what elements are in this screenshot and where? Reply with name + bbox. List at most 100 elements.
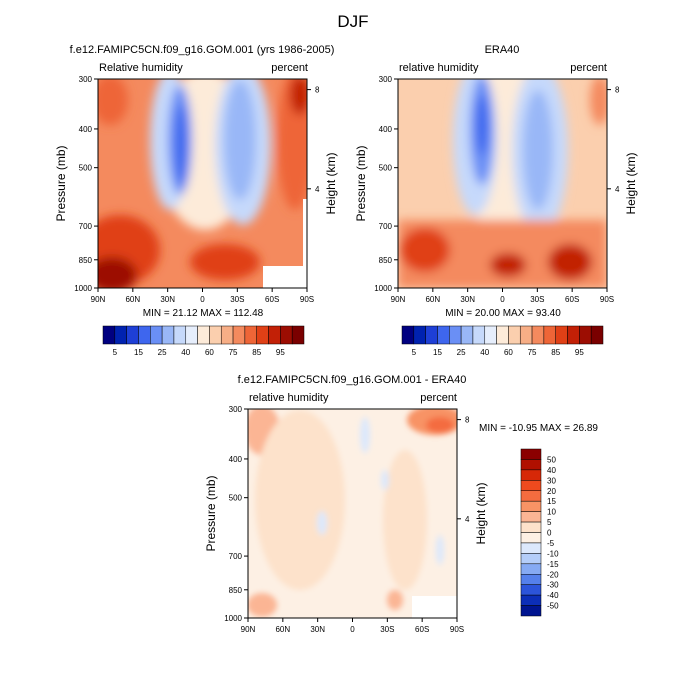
colorbar-swatch bbox=[413, 325, 426, 345]
x-tick-label: 90N bbox=[391, 295, 406, 304]
colorbar-swatch bbox=[173, 325, 187, 345]
x-tick-label: 0 bbox=[350, 625, 355, 634]
y-tick-label: 1000 bbox=[224, 614, 242, 623]
y-tick-label: 850 bbox=[79, 256, 93, 265]
colorbar-label: 0 bbox=[547, 529, 552, 538]
colorbar-swatch bbox=[520, 553, 542, 565]
colorbar-label: 15 bbox=[547, 497, 556, 506]
panel-model: f.e12.FAMIPC5CN.f09_g16.GOM.001 (yrs 198… bbox=[70, 44, 335, 289]
colorbar-label: 95 bbox=[575, 348, 584, 357]
colorbar-swatch bbox=[197, 325, 210, 345]
colorbar-swatch bbox=[590, 325, 604, 345]
colorbar-label: -50 bbox=[547, 602, 559, 611]
colorbar-label: 10 bbox=[547, 508, 556, 517]
panel-era-field bbox=[398, 79, 607, 288]
colorbar-label: 40 bbox=[181, 348, 190, 357]
colorbar-label: 75 bbox=[229, 348, 238, 357]
colorbar-swatch bbox=[209, 325, 222, 345]
panel-diff-stats: MIN = -10.95 MAX = 26.89 bbox=[479, 423, 598, 434]
colorbar-swatch bbox=[531, 325, 545, 345]
panel-diff-axes: 90N 60N 30N 0 30S 60S 90S 300 400 500 700 850 1000 8 4… bbox=[204, 405, 488, 634]
colorbar-swatch bbox=[150, 325, 163, 345]
colorbar-label: 85 bbox=[551, 348, 560, 357]
colorbar-swatch bbox=[220, 325, 234, 345]
colorbar-swatch bbox=[291, 325, 305, 345]
colorbar-swatch bbox=[567, 325, 580, 345]
panel-diff-left-label: relative humidity bbox=[249, 392, 329, 404]
y2-tick-label: 8 bbox=[465, 416, 470, 425]
colorbar-label: 40 bbox=[547, 466, 556, 475]
y-tick-label: 850 bbox=[229, 586, 243, 595]
x-tick-label: 60S bbox=[415, 625, 429, 634]
panel-model-field bbox=[98, 79, 307, 288]
y-tick-label: 300 bbox=[79, 75, 93, 84]
y2-tick-label: 4 bbox=[615, 185, 620, 194]
y-tick-label: 400 bbox=[229, 455, 243, 464]
y-tick-label: 400 bbox=[379, 125, 393, 134]
y-axis-title: Pressure (mb) bbox=[354, 145, 368, 221]
colorbar-rh-era: 5 15 25 40 60 75 85 95 bbox=[401, 325, 604, 357]
colorbar-rh-model: 5 15 25 40 60 75 85 95 bbox=[102, 325, 305, 357]
colorbar-swatch bbox=[437, 325, 450, 345]
colorbar-swatch bbox=[138, 325, 151, 345]
colorbar-label: 20 bbox=[547, 487, 556, 496]
colorbar-swatch bbox=[520, 542, 542, 554]
colorbar-swatch bbox=[449, 325, 462, 345]
x-tick-label: 90N bbox=[91, 295, 106, 304]
panel-model-title: f.e12.FAMIPC5CN.f09_g16.GOM.001 (yrs 198… bbox=[70, 44, 335, 56]
colorbar-label: 25 bbox=[158, 348, 167, 357]
y2-tick-label: 4 bbox=[465, 515, 470, 524]
colorbar-swatch bbox=[401, 325, 415, 345]
colorbar-swatch bbox=[520, 584, 542, 596]
x-tick-label: 0 bbox=[200, 295, 205, 304]
colorbar-swatch bbox=[484, 325, 497, 345]
colorbar-label: 75 bbox=[528, 348, 537, 357]
panel-diff-field bbox=[248, 409, 457, 618]
colorbar-label: 5 bbox=[412, 348, 417, 357]
y-tick-label: 300 bbox=[229, 405, 243, 414]
colorbar-label: -5 bbox=[547, 539, 555, 548]
colorbar-swatch bbox=[520, 521, 542, 533]
panel-diff-title: f.e12.FAMIPC5CN.f09_g16.GOM.001 - ERA40 bbox=[238, 374, 467, 386]
colorbar-label: -40 bbox=[547, 591, 559, 600]
colorbar-swatch bbox=[520, 490, 542, 502]
colorbar-swatch bbox=[543, 325, 556, 345]
panel-model-axes: 90N 60N 30N 0 30S 60S 90S 300 400 500 700 850 1000 8 4… bbox=[54, 75, 338, 304]
panel-diff: f.e12.FAMIPC5CN.f09_g16.GOM.001 - ERA40 … bbox=[238, 374, 467, 619]
panel-model-right-label: percent bbox=[271, 62, 308, 74]
colorbar-label: 85 bbox=[252, 348, 261, 357]
colorbar-label: 15 bbox=[134, 348, 143, 357]
y2-tick-label: 4 bbox=[315, 185, 320, 194]
colorbar-label: 40 bbox=[480, 348, 489, 357]
figure-title: DJF bbox=[337, 12, 368, 31]
colorbar-label: 30 bbox=[547, 476, 556, 485]
y-tick-label: 700 bbox=[229, 552, 243, 561]
y-tick-label: 1000 bbox=[374, 284, 392, 293]
x-tick-label: 30N bbox=[160, 295, 175, 304]
y-tick-label: 500 bbox=[229, 494, 243, 503]
y-tick-label: 700 bbox=[79, 222, 93, 231]
colorbar-swatch bbox=[280, 325, 293, 345]
colorbar-swatch bbox=[520, 511, 542, 523]
y2-axis-title: Height (km) bbox=[624, 152, 638, 214]
colorbar-label: -15 bbox=[547, 560, 559, 569]
x-tick-label: 90S bbox=[450, 625, 464, 634]
colorbar-swatch bbox=[114, 325, 127, 345]
colorbar-label: 25 bbox=[457, 348, 466, 357]
colorbar-swatch bbox=[472, 325, 486, 345]
colorbar-swatch bbox=[232, 325, 246, 345]
x-tick-label: 90S bbox=[300, 295, 314, 304]
colorbar-swatch bbox=[460, 325, 474, 345]
panel-model-left-label: Relative humidity bbox=[99, 62, 183, 74]
y-tick-label: 850 bbox=[379, 256, 393, 265]
y-axis-title: Pressure (mb) bbox=[204, 475, 218, 551]
x-tick-label: 90S bbox=[600, 295, 614, 304]
colorbar-label: 50 bbox=[547, 455, 556, 464]
panel-era-axes: 90N 60N 30N 0 30S 60S 90S 300 400 500 700 850 1000 8 4… bbox=[354, 75, 638, 304]
colorbar-swatch bbox=[520, 500, 542, 512]
panel-era-left-label: relative humidity bbox=[399, 62, 479, 74]
x-tick-label: 60N bbox=[125, 295, 140, 304]
colorbar-swatch bbox=[555, 325, 568, 345]
